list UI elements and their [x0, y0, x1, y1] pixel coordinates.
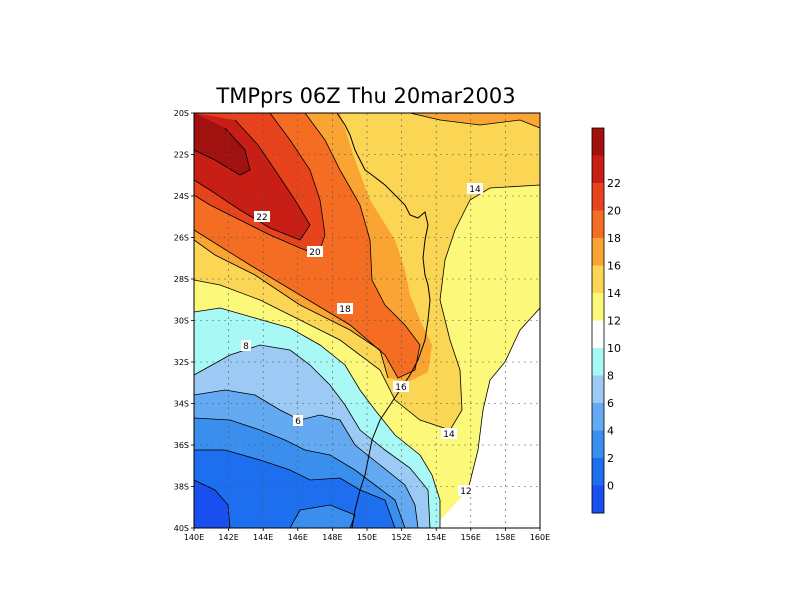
- x-tick-label: 152E: [391, 533, 411, 542]
- contour-label: 22: [256, 213, 267, 223]
- grid-lines: [194, 113, 540, 528]
- colorbar-swatch: [592, 375, 604, 404]
- contour-label: 6: [295, 417, 301, 427]
- colorbar-swatch: [592, 238, 604, 266]
- colorbar-swatch: [592, 183, 604, 211]
- contour-label: 18: [339, 305, 351, 315]
- colorbar-swatch: [592, 458, 604, 486]
- x-tick-label: 150E: [357, 533, 377, 542]
- contour-lines: [194, 113, 540, 528]
- colorbar-swatch: [592, 403, 604, 431]
- contour-label-bg: [441, 428, 457, 439]
- colorbar-tick-label: 4: [607, 425, 614, 438]
- colorbar-swatch: [592, 293, 604, 321]
- x-tick-label: 154E: [426, 533, 446, 542]
- y-tick-label: 28S: [174, 275, 189, 284]
- contour-label: 14: [443, 430, 455, 440]
- contour-label-bg: [337, 303, 353, 314]
- contour-label-bg: [293, 415, 303, 426]
- y-tick-label: 34S: [174, 400, 189, 409]
- colorbar-swatch: [592, 320, 604, 349]
- colorbar-tick-label: 14: [607, 287, 621, 300]
- colorbar-tick-label: 16: [607, 260, 621, 273]
- contour-label-bg: [458, 485, 474, 496]
- colorbar-swatch: [592, 155, 604, 184]
- contour-label: 12: [460, 487, 471, 497]
- x-axis-ticks: 140E 142E 144E 146E 148E 150E 152E 154E 156E 158E…: [184, 528, 550, 542]
- map-title: TMPprs 06Z Thu 20mar2003: [215, 84, 515, 108]
- coastline: [336, 113, 431, 528]
- colorbar-tick-label: 0: [607, 480, 614, 493]
- colorbar-tick-label: 20: [607, 205, 621, 218]
- colorbar-swatch: [592, 210, 604, 239]
- contour-label: 20: [309, 248, 321, 258]
- x-tick-label: 160E: [530, 533, 550, 542]
- x-tick-label: 158E: [495, 533, 515, 542]
- contour-label-bg: [241, 340, 251, 351]
- y-tick-label: 36S: [174, 441, 189, 450]
- x-tick-label: 142E: [218, 533, 238, 542]
- colorbar-tick-label: 8: [607, 370, 614, 383]
- colorbar-swatch: [592, 348, 604, 376]
- y-axis-ticks: 20S 22S 24S 26S 28S 30S 32S 34S 36S 38S 40S: [174, 109, 194, 533]
- colorbar-tick-label: 6: [607, 397, 614, 410]
- x-tick-label: 144E: [253, 533, 273, 542]
- y-tick-label: 24S: [174, 192, 189, 201]
- contour-label: 8: [243, 342, 249, 352]
- colorbar-swatch: [592, 128, 604, 156]
- colorbar-tick-label: 22: [607, 177, 621, 190]
- y-tick-label: 20S: [174, 109, 189, 118]
- contour-label: 14: [469, 185, 481, 195]
- y-tick-label: 40S: [174, 524, 189, 533]
- x-tick-label: 140E: [184, 533, 204, 542]
- colorbar-swatch: [592, 265, 604, 294]
- colorbar-swatch: [592, 485, 604, 514]
- colorbar-tick-label: 12: [607, 315, 621, 328]
- y-tick-label: 32S: [174, 358, 189, 367]
- colorbar-swatch: [592, 430, 604, 459]
- contour-labels: 22 20 18 16 14 14 12 8 6: [241, 183, 483, 497]
- colorbar-frame: [591, 127, 605, 514]
- colorbar-tick-label: 18: [607, 232, 621, 245]
- contour-label-bg: [307, 246, 323, 257]
- x-tick-label: 148E: [322, 533, 342, 542]
- contour-label: 16: [395, 383, 407, 393]
- colorbar-tick-label: 2: [607, 452, 614, 465]
- contour-label-bg: [467, 183, 483, 194]
- y-tick-label: 30S: [174, 317, 189, 326]
- colorbar-tick-label: 10: [607, 342, 621, 355]
- x-tick-label: 156E: [461, 533, 481, 542]
- y-tick-label: 38S: [174, 483, 189, 492]
- y-tick-label: 26S: [174, 234, 189, 243]
- contour-label-bg: [393, 381, 409, 392]
- x-tick-label: 146E: [288, 533, 308, 542]
- y-tick-label: 22S: [174, 151, 189, 160]
- contour-label-bg: [254, 211, 270, 222]
- colorbar: 0 2 4 6 8 10 12 14 16 18 20 22: [591, 127, 621, 514]
